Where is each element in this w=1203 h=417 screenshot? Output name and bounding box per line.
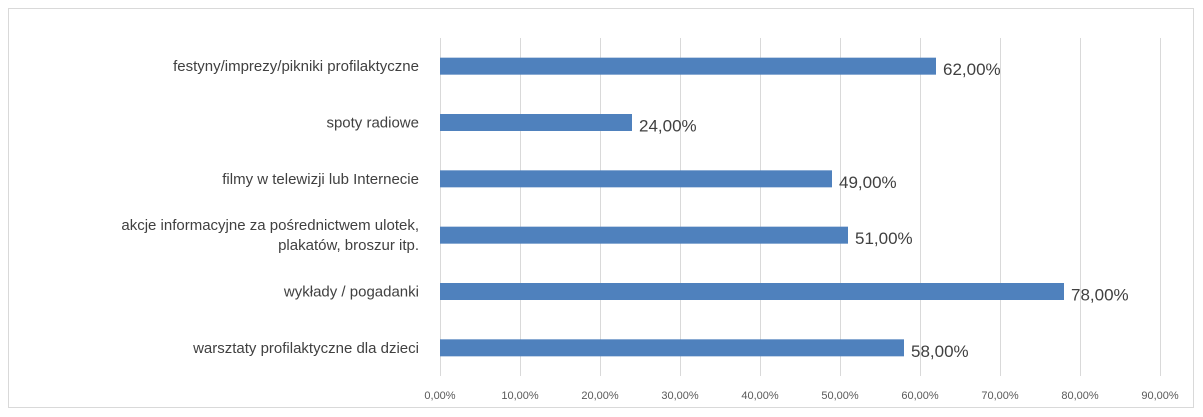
bar [440,226,848,244]
data-label: 78,00% [1071,286,1129,305]
x-tick-label: 0,00% [424,390,455,402]
gridlines [440,38,1161,376]
category-label: festyny/imprezy/pikniki profilaktyczne [173,58,419,75]
category-label: filmy w telewizji lub Internecie [222,171,419,188]
bars [440,57,1064,357]
data-labels: 62,00% 24,00% 49,00% 51,00% 78,00% 58,00% [639,60,1129,361]
x-tick-label: 40,00% [741,390,779,402]
x-tick-labels: 0,00% 10,00% 20,00% 30,00% 40,00% 50,00% 60,00… [424,390,1178,402]
x-tick-label: 10,00% [501,390,539,402]
data-label: 58,00% [911,342,969,361]
x-tick-label: 50,00% [821,390,859,402]
bar [440,114,632,131]
category-label: warsztaty profilaktyczne dla dzieci [192,340,419,357]
x-tick-label: 60,00% [901,390,939,402]
data-label: 49,00% [839,173,897,192]
data-label: 62,00% [943,60,1001,79]
bar [440,283,1064,300]
data-label: 51,00% [855,229,913,248]
category-label: spoty radiowe [326,115,419,132]
x-tick-label: 30,00% [661,390,699,402]
bar [440,339,904,357]
bar [440,57,936,75]
x-tick-label: 90,00% [1141,390,1179,402]
category-label: wykłady / pogadanki [283,284,419,301]
category-labels: festyny/imprezy/pikniki profilaktyczne sp… [121,58,419,357]
x-tick-label: 70,00% [981,390,1019,402]
bar [440,170,832,188]
category-label: akcje informacyjne za pośrednictwem ulot… [121,217,419,254]
data-label: 24,00% [639,117,697,136]
x-tick-label: 20,00% [581,390,619,402]
x-tick-label: 80,00% [1061,390,1099,402]
